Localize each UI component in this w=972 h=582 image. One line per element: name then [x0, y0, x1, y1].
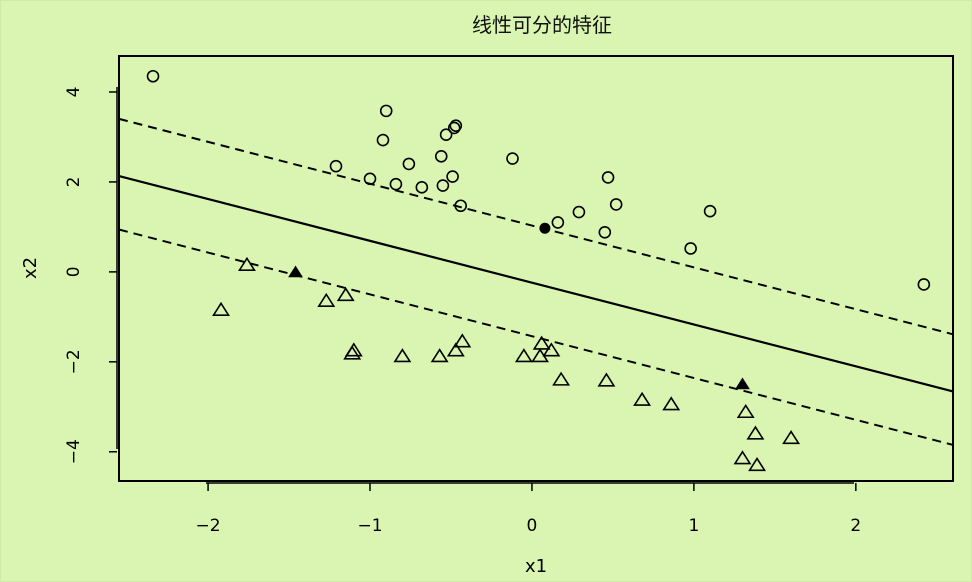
triangle-class-point: [542, 342, 561, 357]
triangle-class-point: [736, 403, 755, 419]
x-tick-label: −2: [196, 516, 221, 536]
triangle-class-point: [446, 342, 465, 357]
y-axis: −4 −2 0 2 4: [64, 87, 118, 464]
circle-class-point: [402, 157, 416, 171]
circle-class-point: [434, 149, 448, 163]
plot-area-border: [118, 55, 954, 482]
circle-class-point: [146, 69, 160, 83]
support-vector-circle-point: [539, 222, 551, 234]
triangle-class-point: [212, 301, 230, 316]
y-tick-label: 0: [64, 266, 84, 277]
circle-class-point: [436, 179, 450, 192]
circle-class-point: [454, 199, 467, 213]
triangle-class-point: [746, 425, 765, 440]
circle-class-point: [506, 152, 519, 165]
y-tick-label: −2: [64, 349, 84, 374]
triangle-class-point: [662, 396, 681, 411]
x-axis-title: x1: [525, 556, 547, 577]
triangle-class-point: [733, 450, 752, 465]
x-axis: −2 −1 0 1 2: [196, 482, 861, 536]
x-tick-label: −1: [357, 516, 382, 536]
decision-lines: [118, 117, 954, 446]
x-tick-label: 0: [527, 516, 538, 536]
circle-class-point: [551, 216, 565, 229]
data-points: [146, 69, 931, 472]
triangle-class-point: [597, 372, 616, 387]
triangle-class-point: [343, 345, 362, 360]
triangle-class-point: [782, 430, 801, 445]
x-tick-label: 2: [850, 516, 861, 536]
triangle-class-point: [748, 457, 767, 472]
y-tick-label: 2: [64, 177, 84, 188]
circle-class-point: [601, 171, 615, 184]
triangle-class-point: [552, 371, 571, 386]
y-axis-title: x2: [20, 257, 41, 279]
triangle-class-point: [393, 348, 412, 363]
circle-class-point: [703, 204, 717, 218]
circle-class-point: [447, 121, 461, 135]
y-tick-label: −4: [64, 439, 84, 464]
circle-class-point: [917, 278, 931, 291]
triangle-class-point: [237, 256, 256, 271]
circle-class-point: [684, 242, 697, 255]
triangle-class-point: [317, 292, 336, 307]
circle-class-point: [363, 172, 377, 186]
separating-hyperplane-line: [118, 174, 954, 393]
circle-class-point: [389, 177, 403, 191]
circle-class-point: [609, 198, 623, 211]
x-tick-label: 1: [688, 516, 699, 536]
circle-class-point: [376, 133, 390, 147]
chart-title: 线性可分的特征: [472, 13, 612, 37]
y-tick-label: 4: [64, 87, 84, 98]
triangle-class-point: [430, 348, 449, 363]
triangle-class-point: [453, 333, 472, 348]
circle-class-point: [439, 128, 453, 142]
circle-class-point: [598, 225, 612, 239]
triangle-class-point: [514, 348, 533, 363]
triangle-class-point: [633, 391, 652, 406]
margin-line-1: [118, 117, 954, 336]
support-vector-triangle-point: [735, 377, 750, 390]
circle-class-point: [329, 159, 343, 173]
circle-class-point: [446, 170, 459, 183]
circle-class-point: [415, 181, 429, 194]
support-vector-triangle-point: [288, 265, 303, 278]
circle-class-point: [449, 119, 463, 133]
margin-line-2: [118, 228, 954, 446]
triangle-class-point: [336, 287, 355, 302]
circle-class-point: [572, 205, 586, 219]
triangle-class-point: [532, 335, 551, 350]
circle-class-point: [379, 104, 393, 118]
